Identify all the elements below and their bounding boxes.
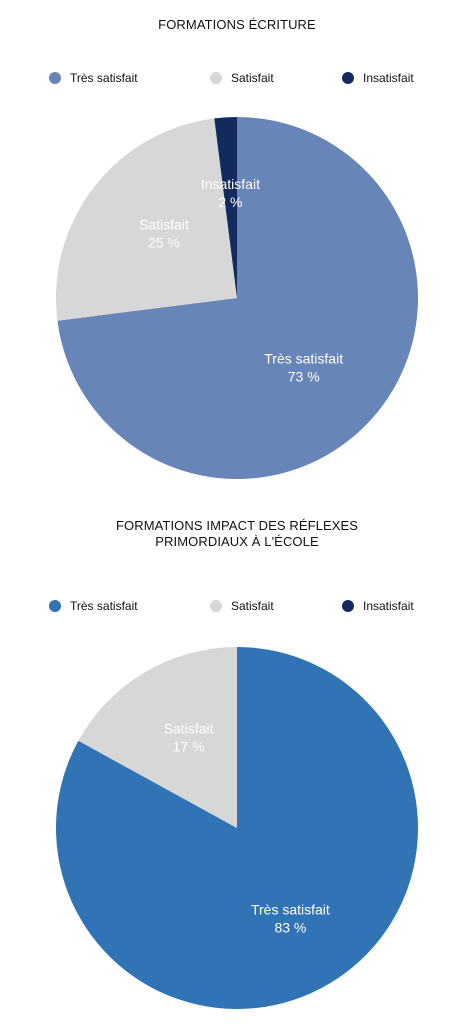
chart-1-slice-label-insatisfait: Insatisfait 2 % [201, 176, 260, 210]
chart-2-title-text: FORMATIONS IMPACT DES RÉFLEXES PRIMORDIA… [115, 518, 359, 549]
chart-2-legend-item-tres-satisfait[interactable]: Très satisfait [49, 596, 138, 616]
chart-1-legend-dot-tres-satisfait [49, 72, 61, 84]
chart-1-legend-label-insatisfait: Insatisfait [363, 71, 414, 85]
chart-2-legend-dot-satisfait [210, 600, 222, 612]
chart-1-legend-dot-insatisfait [342, 72, 354, 84]
chart-1-slice-label-satisfait: Satisfait 25 % [139, 217, 189, 251]
chart-2-legend-dot-tres-satisfait [49, 600, 61, 612]
chart-1-legend-label-satisfait: Satisfait [231, 71, 274, 85]
chart-2-pie: Très satisfait 83 % Satisfait 17 % [56, 647, 419, 1009]
chart-1-legend-label-tres-satisfait: Très satisfait [70, 71, 138, 85]
chart-2-slice-satisfait[interactable] [78, 647, 237, 828]
chart-2-legend-item-satisfait[interactable]: Satisfait [210, 596, 274, 616]
chart-1-legend: Très satisfait Satisfait Insatisfait [0, 68, 474, 88]
chart-1-legend-item-insatisfait[interactable]: Insatisfait [342, 68, 414, 88]
chart-2-legend-label-tres-satisfait: Très satisfait [70, 599, 138, 613]
chart-1-slice-label-tres-satisfait: Très satisfait 73 % [264, 350, 343, 384]
chart-2-title: FORMATIONS IMPACT DES RÉFLEXES PRIMORDIA… [0, 518, 474, 550]
chart-1-pie: Très satisfait 73 % Satisfait 25 % Insatisfa… [56, 117, 419, 479]
chart-1-slice-insatisfait[interactable] [214, 117, 237, 298]
chart-2-legend-item-insatisfait[interactable]: Insatisfait [342, 596, 414, 616]
chart-1-slice-satisfait[interactable] [56, 118, 237, 321]
chart-2-legend-label-satisfait: Satisfait [231, 599, 274, 613]
chart-1-legend-item-tres-satisfait[interactable]: Très satisfait [49, 68, 138, 88]
chart-1-legend-item-satisfait[interactable]: Satisfait [210, 68, 274, 88]
chart-2-slice-label-satisfait: Satisfait 17 % [164, 721, 214, 755]
chart-1-legend-dot-satisfait [210, 72, 222, 84]
chart-2-legend-dot-insatisfait [342, 600, 354, 612]
chart-1-title: FORMATIONS ÉCRITURE [158, 17, 316, 32]
chart-2-slice-label-tres-satisfait: Très satisfait 83 % [251, 901, 330, 935]
chart-2-legend-label-insatisfait: Insatisfait [363, 599, 414, 613]
chart-1-slice-tres-satisfait[interactable] [57, 117, 419, 479]
chart-2-slice-tres-satisfait[interactable] [56, 647, 419, 1009]
chart-2-legend: Très satisfait Satisfait Insatisfait [0, 596, 474, 616]
